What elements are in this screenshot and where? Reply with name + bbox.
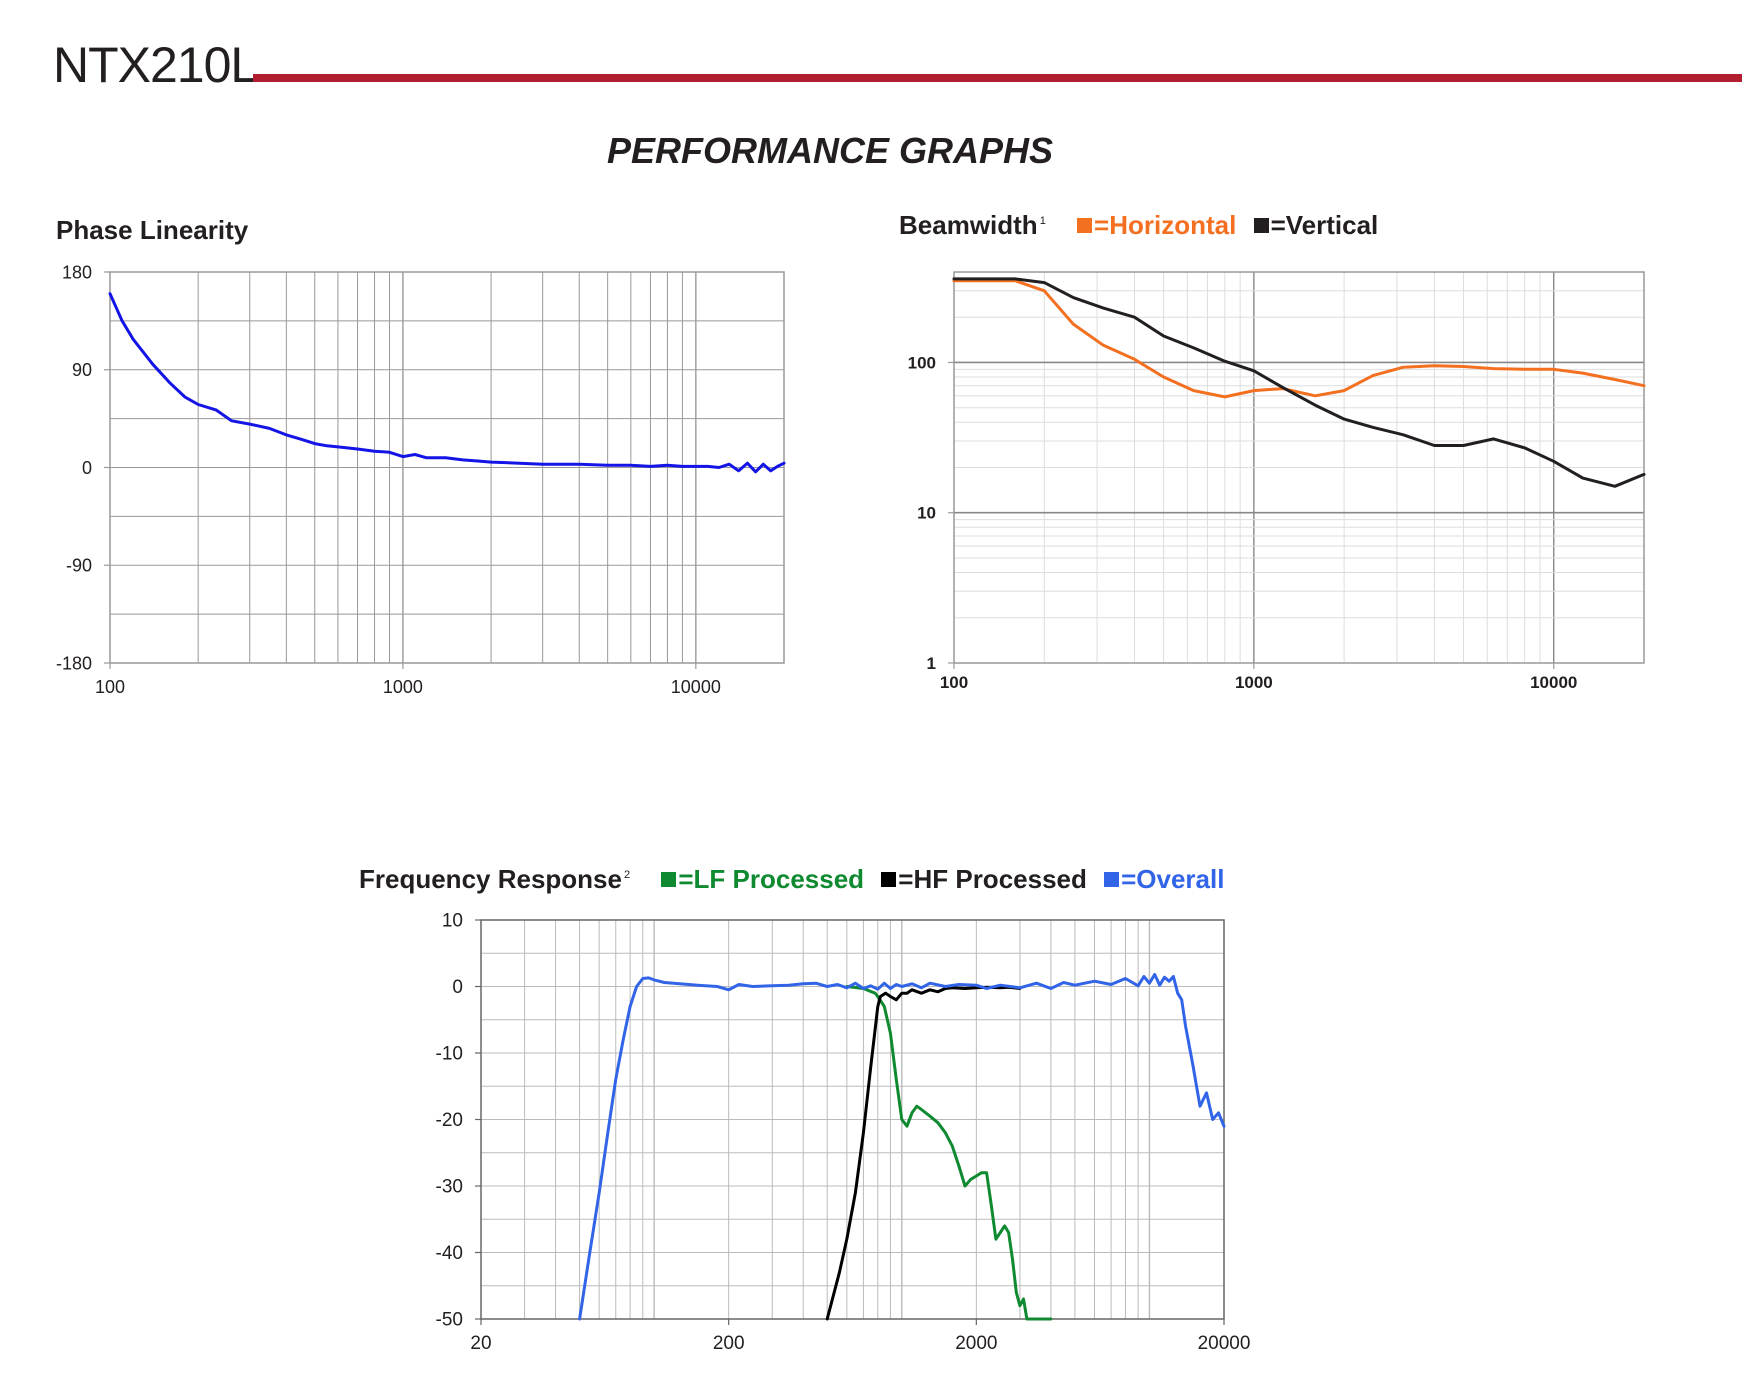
phase-ytick-label: 180: [62, 262, 92, 282]
frequency-ytick-label: -40: [436, 1243, 463, 1264]
beamwidth-title-footnote: 1: [1039, 215, 1046, 228]
beamwidth-title-text: Beamwidth: [899, 210, 1038, 240]
legend-horizontal-swatch: [1077, 218, 1093, 233]
legend-lf-label: =LF Processed: [678, 864, 865, 894]
beamwidth-ytick-label: 10: [917, 504, 936, 523]
phase-ytick-label: 90: [72, 360, 92, 380]
phase-ytick-label: -180: [56, 653, 92, 673]
model-title: NTX210L: [53, 37, 258, 93]
legend-vertical-label: =Vertical: [1270, 210, 1379, 240]
beamwidth-series-line-1: [952, 277, 1646, 488]
frequency-ytick-label: -50: [436, 1310, 463, 1331]
legend-hf-label: =HF Processed: [898, 864, 1087, 894]
frequency-ytick-label: 0: [452, 977, 463, 998]
beamwidth-plot-frame: [953, 271, 1645, 664]
frequency-xtick-label: 20: [470, 1333, 491, 1354]
phase-series-line-0: [108, 292, 786, 474]
frequency-title-footnote: 2: [623, 869, 631, 882]
beamwidth-xtick-label: 1000: [1235, 673, 1273, 692]
page-heading: PERFORMANCE GRAPHS: [606, 130, 1054, 171]
phase-ytick-label: -90: [66, 556, 92, 576]
legend-hf-swatch: [881, 872, 897, 887]
legend-vertical-swatch: [1253, 218, 1269, 233]
frequency-series-line-2: [578, 973, 1226, 1321]
phase-xtick-label: 10000: [671, 677, 721, 697]
frequency-ytick-label: 10: [442, 911, 463, 932]
legend-hf: =HF Processed: [881, 864, 1087, 894]
legend-overall: =Overall: [1104, 864, 1224, 894]
frequency-chart-title: Frequency Response 2 =LF Processed =HF Pr…: [359, 864, 1224, 895]
frequency-xtick-label: 200: [713, 1333, 745, 1354]
legend-lf: =LF Processed: [661, 864, 864, 894]
phase-ytick-label: 0: [82, 458, 92, 478]
legend-overall-label: =Overall: [1121, 864, 1225, 894]
phase-xtick-label: 1000: [383, 677, 423, 697]
frequency-ytick-label: -20: [436, 1110, 463, 1131]
beamwidth-chart-title: Beamwidth 1 =Horizontal =Vertical: [899, 210, 1378, 241]
frequency-ytick-label: -30: [436, 1177, 463, 1198]
frequency-xtick-label: 20000: [1198, 1333, 1251, 1354]
beamwidth-ytick-label: 1: [927, 654, 936, 673]
legend-overall-swatch: [1104, 872, 1120, 887]
header-rule: [253, 74, 1742, 82]
phase-xtick-label: 100: [95, 677, 125, 697]
legend-horizontal-label: =Horizontal: [1094, 210, 1237, 240]
beamwidth-xtick-label: 100: [940, 673, 968, 692]
legend-horizontal: =Horizontal: [1077, 210, 1236, 240]
frequency-title-text: Frequency Response: [359, 864, 622, 894]
beamwidth-xtick-label: 10000: [1530, 673, 1577, 692]
legend-lf-swatch: [661, 872, 677, 887]
frequency-series-line-1: [825, 985, 1022, 1321]
frequency-series-line-0: [845, 985, 1053, 1321]
legend-vertical: =Vertical: [1253, 210, 1379, 240]
phase-chart-title: Phase Linearity: [56, 215, 248, 246]
phase-title-text: Phase Linearity: [56, 215, 249, 245]
frequency-ytick-label: -10: [436, 1044, 463, 1065]
beamwidth-series-line-0: [952, 279, 1646, 399]
frequency-xtick-label: 2000: [955, 1333, 997, 1354]
beamwidth-ytick-label: 100: [908, 353, 936, 372]
